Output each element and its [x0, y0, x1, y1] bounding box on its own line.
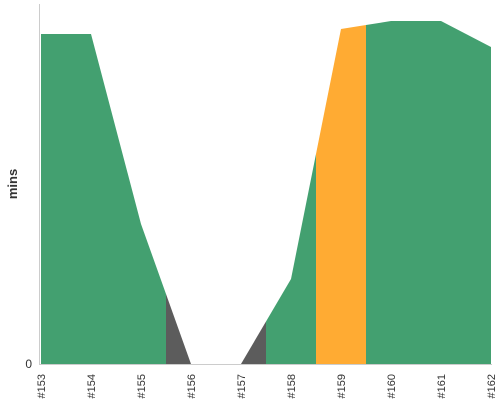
x-tick-label-3: #156: [186, 374, 198, 398]
area-band-failed-1: [166, 294, 191, 364]
y-axis-title: mins: [5, 169, 20, 199]
area-band-success-4: [266, 154, 316, 364]
area-band-success-0: [41, 34, 166, 364]
y-tick-label-0: 0: [25, 357, 32, 371]
area-bands: [41, 21, 491, 364]
x-tick-label-7: #160: [386, 374, 398, 398]
x-tick-label-1: #154: [86, 374, 98, 398]
x-tick-labels: #153 #154 #155 #156 #157 #158 #159 #160 #161 #162: [36, 374, 498, 398]
x-tick-label-9: #162: [486, 374, 498, 398]
area-band-unstable-5: [316, 25, 366, 364]
x-tick-label-6: #159: [336, 374, 348, 398]
x-tick-label-2: #155: [136, 374, 148, 398]
area-band-failed-3: [241, 321, 266, 364]
area-band-success-6: [366, 21, 491, 364]
x-tick-label-5: #158: [286, 374, 298, 398]
x-tick-label-4: #157: [236, 374, 248, 398]
x-tick-label-0: #153: [36, 374, 48, 398]
x-tick-label-8: #161: [436, 374, 448, 398]
axes: [39, 4, 492, 365]
